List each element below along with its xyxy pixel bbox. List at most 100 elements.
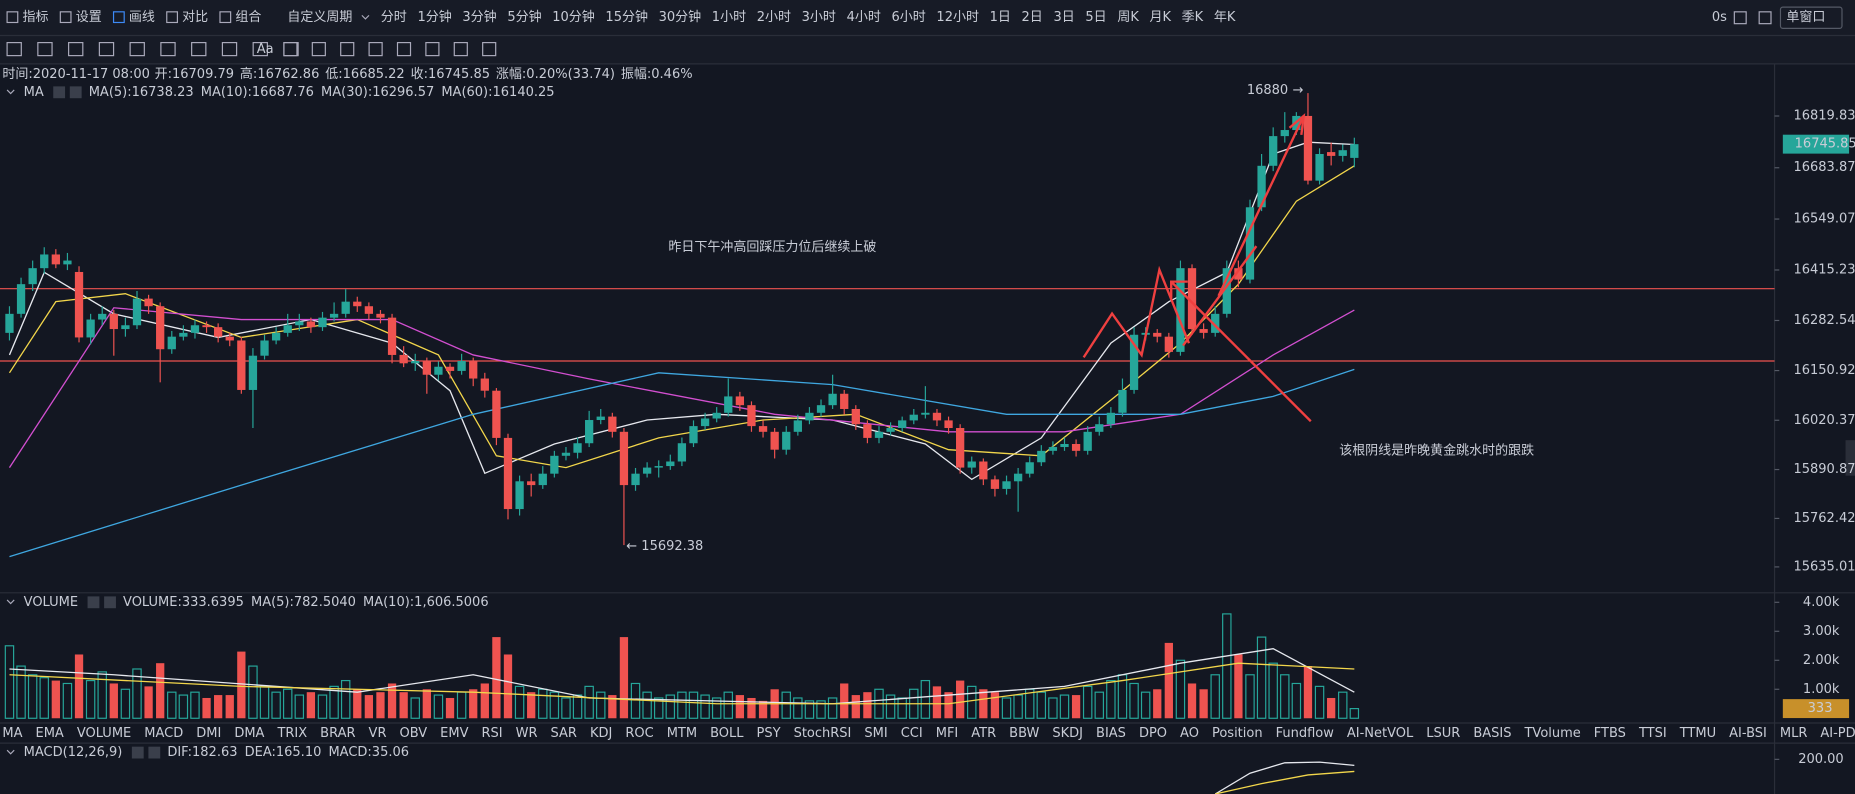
period-button[interactable]: 2日 xyxy=(1022,10,1043,25)
indicator-tab[interactable]: MLR xyxy=(1780,726,1807,741)
drawing-tool-icon[interactable] xyxy=(191,42,207,57)
custom-period[interactable]: 自定义周期 xyxy=(287,10,352,25)
drawing-tool-icon[interactable] xyxy=(68,42,84,57)
indicator-tab[interactable]: AI-NetVOL xyxy=(1347,726,1414,741)
indicator-tab[interactable]: TTSI xyxy=(1638,726,1667,741)
indicator-tab[interactable]: EMV xyxy=(440,726,468,741)
tool-icon[interactable] xyxy=(6,11,19,24)
indicator-tab[interactable]: BBW xyxy=(1009,726,1039,741)
tool-icon[interactable] xyxy=(166,11,179,24)
drawing-tool-icon[interactable] xyxy=(482,42,497,57)
indicator-tab[interactable]: TRIX xyxy=(276,726,307,741)
pane-settings[interactable] xyxy=(53,86,66,99)
window-mode[interactable]: 单窗口 xyxy=(1786,9,1825,25)
drawing-tool-icon[interactable] xyxy=(453,42,468,57)
indicator-tab[interactable]: FTBS xyxy=(1594,726,1626,741)
indicator-tab[interactable]: DMI xyxy=(196,726,221,741)
indicator-tab[interactable]: SAR xyxy=(551,726,577,741)
drawing-tool-icon[interactable] xyxy=(6,42,22,57)
indicator-tab[interactable]: AI-BSI xyxy=(1729,726,1767,741)
settings-icon[interactable] xyxy=(1758,11,1772,25)
tool-icon[interactable] xyxy=(112,11,125,24)
tool-icon[interactable] xyxy=(219,11,232,24)
period-button[interactable]: 15分钟 xyxy=(605,9,648,25)
drawing-tool-icon[interactable] xyxy=(160,42,176,57)
period-button[interactable]: 月K xyxy=(1150,10,1172,25)
period-button[interactable]: 4小时 xyxy=(847,10,881,25)
side-handle[interactable] xyxy=(1845,440,1855,476)
indicator-tab[interactable]: SMI xyxy=(864,726,887,741)
period-button[interactable]: 30分钟 xyxy=(659,9,702,25)
period-button[interactable]: 3分钟 xyxy=(462,9,496,25)
tool-icon[interactable] xyxy=(59,11,72,24)
drawing-tool-icon[interactable] xyxy=(396,42,412,57)
text-tool[interactable]: Aa xyxy=(257,42,274,57)
indicator-tab[interactable]: SKDJ xyxy=(1052,726,1083,741)
indicator-tab[interactable]: MACD xyxy=(144,726,183,741)
indicator-tab[interactable]: PSY xyxy=(757,726,781,741)
indicator-tab[interactable]: AO xyxy=(1180,726,1199,741)
indicator-tab[interactable]: BOLL xyxy=(710,726,744,741)
tool-button[interactable]: 画线 xyxy=(129,10,155,25)
period-button[interactable]: 周K xyxy=(1117,10,1139,25)
period-button[interactable]: 10分钟 xyxy=(552,9,595,25)
indicator-tab[interactable]: TVolume xyxy=(1524,726,1581,741)
period-button[interactable]: 季K xyxy=(1182,10,1204,25)
indicator-tab[interactable]: VR xyxy=(369,726,387,741)
period-button[interactable]: 5日 xyxy=(1085,10,1106,25)
period-button[interactable]: 3日 xyxy=(1053,10,1074,25)
pane-close[interactable] xyxy=(148,746,161,759)
indicator-tab[interactable]: KDJ xyxy=(590,726,612,741)
indicator-tab[interactable]: Position xyxy=(1212,726,1263,741)
period-button[interactable]: 6小时 xyxy=(892,10,926,25)
period-button[interactable]: 12小时 xyxy=(936,10,979,25)
drawing-tool-icon[interactable] xyxy=(252,42,268,57)
indicator-tab[interactable]: TTMU xyxy=(1679,726,1716,741)
indicator-tab[interactable]: BASIS xyxy=(1473,726,1511,741)
drawing-tool-icon[interactable] xyxy=(221,42,238,57)
period-button[interactable]: 1小时 xyxy=(712,10,746,25)
fullscreen-icon[interactable] xyxy=(1733,11,1747,25)
period-button[interactable]: 5分钟 xyxy=(507,9,541,25)
period-button[interactable]: 年K xyxy=(1214,10,1236,25)
indicator-tab[interactable]: MTM xyxy=(667,726,697,741)
indicator-tab[interactable]: VOLUME xyxy=(77,726,131,741)
pane-settings[interactable] xyxy=(87,596,100,609)
period-button[interactable]: 分时 xyxy=(381,10,407,25)
pane-settings[interactable] xyxy=(131,746,144,759)
drawing-tool-icon[interactable] xyxy=(425,42,440,57)
indicator-tab[interactable]: DMA xyxy=(234,726,264,741)
indicator-tab[interactable]: LSUR xyxy=(1426,726,1460,741)
drawing-tool-icon[interactable] xyxy=(340,42,355,57)
tool-button[interactable]: 设置 xyxy=(76,10,102,25)
drawing-tool-icon[interactable] xyxy=(368,42,383,57)
collapse-icon[interactable] xyxy=(6,599,15,605)
indicator-tab[interactable]: BRAR xyxy=(320,726,355,741)
tool-button[interactable]: 指标 xyxy=(22,10,48,25)
drawing-tool-icon[interactable] xyxy=(98,42,115,57)
drawing-tool-icon[interactable] xyxy=(129,42,145,57)
tool-button[interactable]: 组合 xyxy=(235,10,261,25)
indicator-tab[interactable]: DPO xyxy=(1139,726,1167,741)
tool-button[interactable]: 对比 xyxy=(182,10,208,25)
collapse-icon[interactable] xyxy=(6,749,15,755)
indicator-tab[interactable]: MFI xyxy=(936,726,959,741)
indicator-tab[interactable]: WR xyxy=(516,726,538,741)
indicator-tab[interactable]: AI-PD xyxy=(1820,726,1855,741)
window-select[interactable] xyxy=(1779,6,1843,29)
indicator-tab[interactable]: StochRSI xyxy=(794,726,852,741)
period-button[interactable]: 1分钟 xyxy=(417,9,451,25)
pane-close[interactable] xyxy=(69,86,82,99)
period-button[interactable]: 2小时 xyxy=(757,10,791,25)
drawing-tool-icon[interactable] xyxy=(37,42,53,57)
indicator-tab[interactable]: OBV xyxy=(400,726,428,741)
drawing-tool-icon[interactable] xyxy=(283,42,298,57)
indicator-tab[interactable]: BIAS xyxy=(1096,726,1126,741)
collapse-icon[interactable] xyxy=(6,89,15,95)
indicator-tab[interactable]: Fundflow xyxy=(1276,726,1335,741)
indicator-tab[interactable]: RSI xyxy=(482,726,503,741)
drawing-tool-icon[interactable] xyxy=(311,42,326,57)
pane-close[interactable] xyxy=(104,596,116,609)
indicator-tab[interactable]: MA xyxy=(2,726,22,741)
indicator-tab[interactable]: EMA xyxy=(35,726,63,741)
